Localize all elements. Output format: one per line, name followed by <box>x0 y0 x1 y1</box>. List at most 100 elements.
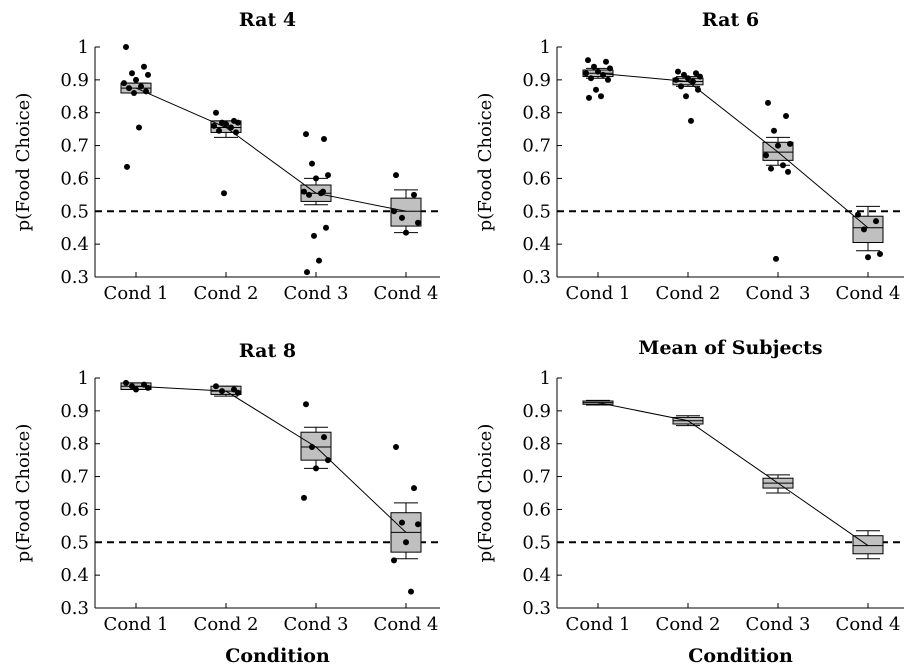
data-point <box>316 257 322 264</box>
data-point <box>775 142 781 149</box>
data-point <box>765 99 771 106</box>
x-tick-label: Cond 1 <box>104 283 169 304</box>
data-point <box>221 190 227 197</box>
data-point <box>313 465 319 472</box>
data-point <box>591 63 597 70</box>
y-tick-label: 0.6 <box>60 499 89 520</box>
data-point <box>123 44 129 50</box>
y-tick-label: 0.8 <box>522 103 551 124</box>
data-point <box>216 127 222 134</box>
chart-title: Rat 6 <box>702 9 759 31</box>
y-tick-label: 0.6 <box>522 168 551 189</box>
y-tick-label: 0.8 <box>522 434 551 455</box>
data-point <box>309 160 315 167</box>
data-point <box>320 188 326 195</box>
data-point <box>588 75 594 82</box>
data-point <box>136 124 142 131</box>
data-point <box>303 401 309 408</box>
data-point <box>688 117 694 124</box>
data-point <box>306 191 312 198</box>
data-point <box>393 444 399 450</box>
data-point <box>771 127 777 134</box>
y-tick-label: 0.4 <box>522 565 551 586</box>
data-point <box>697 73 703 80</box>
data-point <box>143 88 149 95</box>
y-tick-label: 0.7 <box>60 467 89 488</box>
y-tick-label: 0.5 <box>60 532 89 553</box>
data-point <box>391 208 397 215</box>
data-point <box>865 254 871 261</box>
x-tick-label: Cond 3 <box>746 283 811 304</box>
data-point <box>683 93 689 100</box>
x-axis-label: Condition <box>688 645 793 667</box>
data-point <box>586 94 592 101</box>
data-point <box>219 388 225 395</box>
data-point <box>855 211 861 218</box>
y-tick-label: 0.3 <box>522 598 551 619</box>
data-point <box>411 191 417 198</box>
x-tick-label: Cond 1 <box>104 614 169 635</box>
data-point <box>311 232 317 239</box>
y-tick-label: 0.6 <box>60 168 89 189</box>
data-point <box>228 124 234 131</box>
data-point <box>595 68 601 75</box>
data-point <box>780 162 786 169</box>
data-point <box>783 113 789 119</box>
y-tick-label: 0.9 <box>60 401 89 422</box>
trend-line <box>135 87 407 212</box>
data-point <box>603 58 609 65</box>
x-tick-label: Cond 4 <box>836 283 901 304</box>
y-axis-label: p(Food Choice) <box>13 93 34 232</box>
data-point <box>768 165 774 172</box>
data-point <box>323 224 329 231</box>
y-tick-label: 0.5 <box>60 201 89 222</box>
data-point <box>211 122 217 129</box>
y-tick-label: 0.8 <box>60 434 89 455</box>
data-point <box>138 83 144 90</box>
data-point <box>303 131 309 138</box>
data-point <box>877 251 883 257</box>
box-4 <box>390 502 422 560</box>
data-point <box>675 68 681 75</box>
data-point <box>129 383 135 390</box>
data-point <box>399 214 405 221</box>
x-tick-label: Cond 3 <box>284 283 349 304</box>
data-point <box>325 172 331 179</box>
y-tick-label: 0.3 <box>522 267 551 288</box>
y-tick-label: 0.4 <box>522 234 551 255</box>
y-tick-label: 0.7 <box>522 136 551 157</box>
data-point <box>673 76 679 83</box>
data-point <box>593 86 599 93</box>
y-tick-label: 1 <box>78 37 89 58</box>
y-axis-label: p(Food Choice) <box>475 93 496 232</box>
data-point <box>403 539 409 546</box>
data-point <box>121 80 127 87</box>
data-point <box>411 485 417 492</box>
data-point <box>223 121 229 128</box>
y-axis-label: p(Food Choice) <box>475 424 496 563</box>
data-point <box>785 168 791 175</box>
data-point <box>321 136 327 142</box>
data-point <box>598 93 604 100</box>
data-point <box>583 70 589 77</box>
trend-line <box>597 72 869 229</box>
y-tick-label: 0.7 <box>522 467 551 488</box>
y-tick-label: 0.4 <box>60 565 89 586</box>
chart-title: Rat 8 <box>239 340 296 362</box>
data-point <box>690 78 696 85</box>
data-point <box>213 109 219 116</box>
box-4 <box>852 530 884 560</box>
chart-panel-3: Rat 8 0.3 0.4 0.5 0.6 0.7 0.8 0.9 1 p(Food Choice… <box>13 340 440 667</box>
data-point <box>678 83 684 90</box>
trend-line <box>597 402 869 546</box>
data-point <box>321 434 327 441</box>
data-point <box>415 521 421 528</box>
y-tick-label: 0.5 <box>522 201 551 222</box>
data-point <box>585 57 591 64</box>
y-tick-label: 0.7 <box>60 136 89 157</box>
data-point <box>325 457 331 464</box>
x-tick-label: Cond 4 <box>374 283 439 304</box>
data-point <box>235 119 241 126</box>
data-point <box>304 269 310 276</box>
